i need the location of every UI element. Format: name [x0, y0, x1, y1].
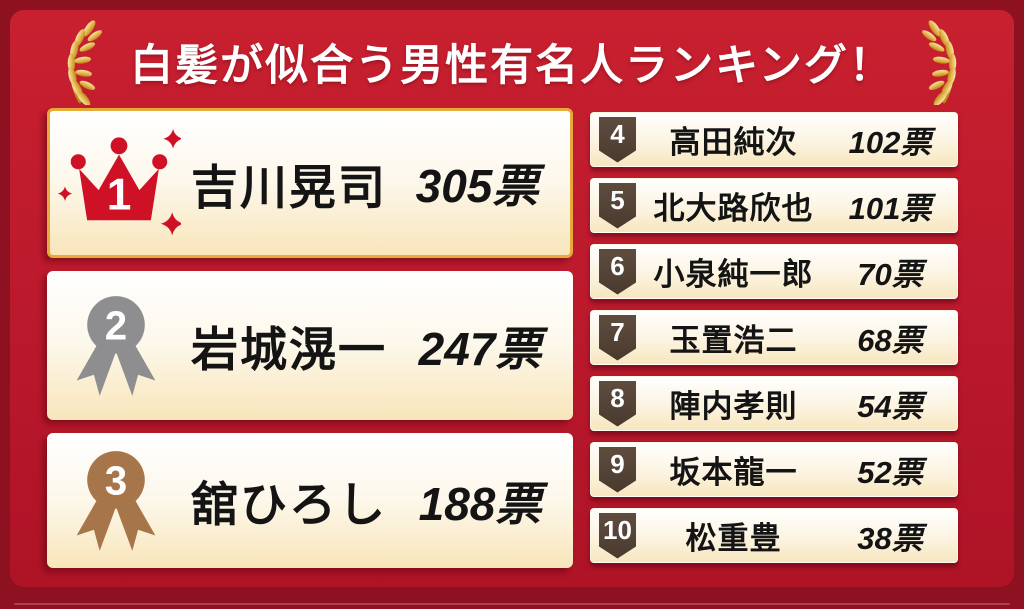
celebrity-name: 北大路欣也	[653, 191, 814, 226]
rank-icon-slot: 1	[50, 128, 188, 238]
celebrity-name: 高田純次	[669, 125, 798, 160]
ranking-card: 3 舘ひろし 188票	[47, 433, 573, 568]
celebrity-name: 舘ひろし	[191, 478, 387, 531]
vote-count: 68票	[857, 323, 923, 358]
rank-badge: 9	[599, 446, 636, 493]
rank-number: 4	[610, 119, 625, 149]
celebrity-name: 吉川晃司	[191, 160, 387, 214]
rank-number: 1	[107, 171, 132, 220]
laurel-left-icon	[67, 20, 103, 105]
crown-icon: 1	[57, 128, 181, 236]
celebrity-name: 玉置浩二	[669, 323, 798, 358]
ranking-row: 4 高田純次 102票	[590, 112, 958, 167]
rank-badge: 10	[599, 512, 636, 559]
others-list: 4 高田純次 102票 5 北大路欣也 101票 6 小泉純一郎 70票 7 玉…	[590, 112, 958, 563]
vote-count: 305票	[415, 160, 539, 212]
celebrity-name: 小泉純一郎	[653, 257, 814, 292]
medal-ribbon	[76, 339, 116, 396]
medal-icon: 3	[76, 450, 156, 551]
ranking-row: 7 玉置浩二 68票	[590, 310, 958, 365]
rank-number: 3	[105, 457, 127, 503]
sparkle-icon	[160, 212, 181, 236]
medal-disc	[87, 450, 145, 509]
ranking-card: 1 吉川晃司 305票	[47, 108, 573, 258]
ranking-row: 5 北大路欣也 101票	[590, 178, 958, 233]
medal-disc	[87, 295, 145, 354]
ranking-row: 6 小泉純一郎 70票	[590, 244, 958, 299]
rank-number: 2	[105, 302, 127, 348]
vote-count: 52票	[857, 455, 923, 490]
rank-number: 6	[610, 251, 625, 281]
celebrity-name: 坂本龍一	[669, 455, 798, 490]
rank-badge: 5	[599, 182, 636, 229]
bottom-edge-highlight	[14, 603, 1010, 605]
rank-icon-slot: 2	[47, 292, 185, 400]
medal-ribbon	[116, 339, 156, 396]
vote-count: 188票	[418, 477, 542, 530]
medal-ribbon	[116, 494, 156, 551]
vote-count: 101票	[848, 191, 932, 226]
rank-icon-slot: 3	[47, 447, 185, 555]
rank-number: 5	[610, 185, 625, 215]
rank-number: 8	[610, 383, 625, 413]
medal-icon: 2	[76, 295, 156, 396]
medal-ribbon	[76, 494, 116, 551]
laurel-right-icon	[921, 20, 957, 105]
top3-list: 1 吉川晃司 305票 2 岩城滉一 247票 3 舘ひろし 188票	[47, 108, 573, 568]
rank-badge: 6	[599, 248, 636, 295]
sparkle-icon	[163, 128, 181, 149]
celebrity-name: 岩城滉一	[191, 323, 387, 376]
ranking-row: 9 坂本龍一 52票	[590, 442, 958, 497]
celebrity-name: 陣内孝則	[669, 389, 798, 424]
vote-count: 70票	[857, 257, 923, 292]
sparkle-icon	[57, 186, 73, 201]
vote-count: 247票	[418, 322, 542, 375]
title-banner: 白髪が似合う男性有名人ランキング！	[0, 18, 1024, 106]
vote-count: 102票	[848, 125, 932, 160]
rank-badge: 4	[599, 116, 636, 163]
vote-count: 54票	[857, 389, 923, 424]
ranking-row: 8 陣内孝則 54票	[590, 376, 958, 431]
vote-count: 38票	[857, 521, 923, 556]
celebrity-name: 松重豊	[685, 521, 782, 556]
ranking-row: 10 松重豊 38票	[590, 508, 958, 563]
ranking-card: 2 岩城滉一 247票	[47, 271, 573, 420]
rank-number: 9	[610, 449, 625, 479]
rank-number: 7	[610, 317, 625, 347]
crown-shape	[79, 154, 159, 221]
rank-number: 10	[603, 515, 632, 545]
rank-badge: 8	[599, 380, 636, 427]
page-title: 白髪が似合う男性有名人ランキング！	[130, 42, 894, 90]
rank-badge: 7	[599, 314, 636, 361]
